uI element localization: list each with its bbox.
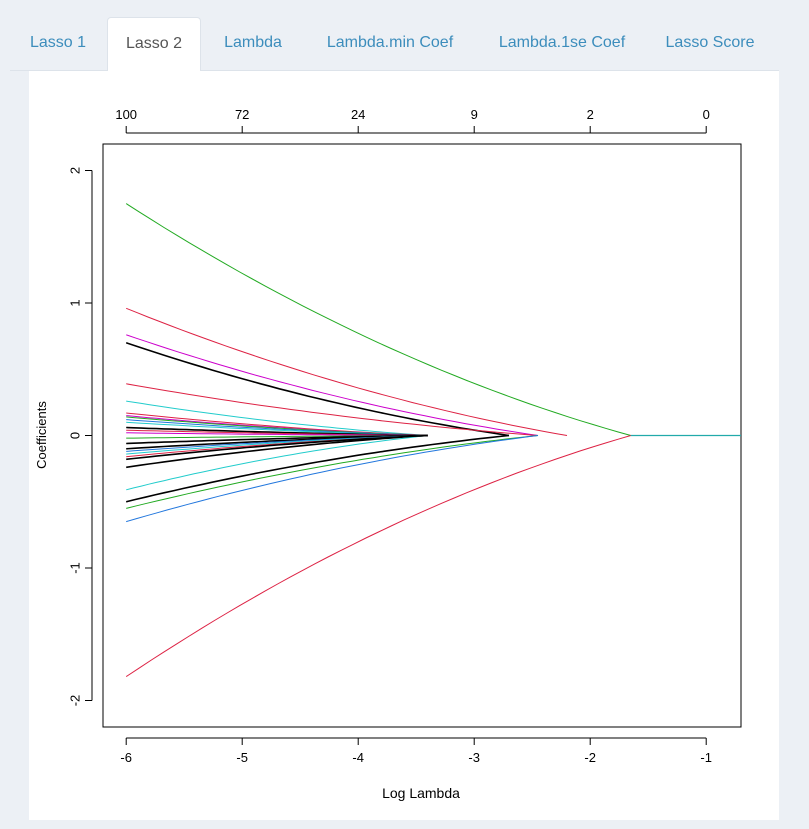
y-tick-label: 0 — [67, 432, 82, 439]
y-tick-label: 2 — [67, 167, 82, 174]
top-tick-label: 2 — [587, 107, 594, 122]
coefficient-path-11 — [126, 435, 539, 509]
x-tick-label: -4 — [352, 750, 364, 765]
y-axis-label: Coefficients — [34, 401, 49, 469]
top-tick-label: 9 — [471, 107, 478, 122]
coefficient-path-2 — [125, 435, 631, 678]
x-axis-label: Log Lambda — [382, 785, 460, 801]
x-axis: -6 -5 -4 -3 -2 -1 — [120, 737, 712, 765]
x-tick-label: -3 — [468, 750, 480, 765]
tab-panel: -6 -5 -4 -3 -2 -1 100 72 24 9 2 0 -2 -1 0 1 2 Log Lamb… — [29, 71, 779, 820]
tab-lasso-2[interactable]: Lasso 2 — [107, 17, 201, 72]
x-tick-label: -1 — [700, 750, 712, 765]
tab-bar: Lasso 1 Lasso 2 Lambda Lambda.min Coef L… — [10, 0, 779, 72]
coefficient-path-9 — [126, 435, 428, 491]
tab-lasso-1[interactable]: Lasso 1 — [29, 34, 87, 51]
x-tick-label: -5 — [236, 750, 248, 765]
top-tick-label: 24 — [351, 107, 365, 122]
coefficient-path-6 — [126, 383, 539, 436]
top-tick-label: 72 — [235, 107, 249, 122]
coefficient-path-12 — [126, 435, 539, 523]
y-axis: -2 -1 0 1 2 — [67, 167, 93, 707]
coefficient-path-20 — [126, 432, 428, 436]
coefficient-path-7 — [126, 400, 428, 436]
lasso-coefficient-path-chart: -6 -5 -4 -3 -2 -1 100 72 24 9 2 0 -2 -1 0 1 2 Log Lamb… — [34, 107, 742, 801]
top-tick-label: 0 — [703, 107, 710, 122]
coefficient-path-10 — [126, 434, 510, 503]
coefficient-path-4 — [126, 334, 539, 436]
coefficient-path-5 — [125, 342, 510, 437]
top-axis: 100 72 24 9 2 0 — [115, 107, 710, 134]
y-tick-label: -2 — [67, 695, 82, 707]
top-tick-label: 100 — [115, 107, 137, 122]
y-tick-label: 1 — [67, 299, 82, 306]
x-tick-label: -6 — [120, 750, 132, 765]
tab-lasso-score[interactable]: Lasso Score — [665, 34, 755, 51]
coefficient-paths — [125, 203, 741, 678]
tab-lambda-min-coef[interactable]: Lambda.min Coef — [326, 34, 454, 51]
x-tick-label: -2 — [584, 750, 596, 765]
y-tick-label: -1 — [67, 562, 82, 574]
tab-lambda[interactable]: Lambda — [224, 34, 282, 51]
tab-lambda-1se-coef[interactable]: Lambda.1se Coef — [498, 34, 626, 51]
coefficient-path-27 — [126, 434, 428, 461]
coefficient-path-1 — [125, 203, 631, 436]
coefficient-path-8 — [126, 434, 428, 469]
coefficient-path-3 — [126, 307, 568, 436]
